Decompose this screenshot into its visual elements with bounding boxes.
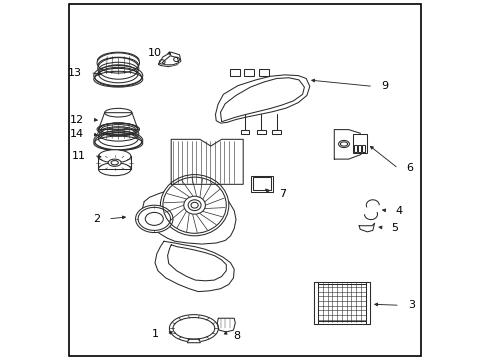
Polygon shape — [216, 75, 310, 123]
Text: 9: 9 — [381, 81, 388, 91]
Bar — [245, 69, 254, 76]
Bar — [98, 156, 131, 169]
Ellipse shape — [111, 161, 118, 165]
Ellipse shape — [95, 68, 142, 86]
Text: 11: 11 — [72, 150, 86, 161]
Ellipse shape — [339, 140, 349, 148]
Text: 4: 4 — [395, 206, 403, 216]
Ellipse shape — [170, 315, 219, 342]
Bar — [362, 145, 365, 152]
Ellipse shape — [136, 205, 173, 233]
Bar — [241, 130, 249, 134]
Bar — [259, 69, 269, 76]
Polygon shape — [187, 339, 200, 343]
Text: 8: 8 — [233, 330, 241, 341]
Polygon shape — [334, 130, 364, 159]
Text: 5: 5 — [391, 222, 398, 233]
Polygon shape — [217, 318, 235, 332]
Ellipse shape — [98, 150, 131, 163]
Text: 12: 12 — [70, 114, 84, 125]
Polygon shape — [159, 52, 181, 67]
Text: 2: 2 — [93, 214, 100, 224]
Bar — [253, 177, 271, 190]
Polygon shape — [98, 113, 138, 130]
Polygon shape — [168, 245, 226, 281]
Text: 10: 10 — [147, 48, 162, 58]
Bar — [314, 282, 370, 324]
Text: 1: 1 — [151, 329, 159, 339]
Bar — [230, 69, 240, 76]
Bar — [314, 282, 318, 324]
Text: 13: 13 — [68, 68, 82, 78]
Bar — [257, 130, 266, 134]
Ellipse shape — [160, 175, 229, 236]
Text: 6: 6 — [406, 163, 413, 174]
Bar — [358, 145, 361, 152]
Bar — [354, 145, 357, 152]
Ellipse shape — [108, 159, 121, 166]
Bar — [367, 282, 370, 324]
Text: 7: 7 — [279, 189, 286, 199]
Bar — [272, 130, 281, 134]
Bar — [353, 134, 367, 153]
Text: 14: 14 — [70, 129, 84, 139]
Text: 3: 3 — [408, 300, 415, 310]
Polygon shape — [359, 223, 374, 232]
Ellipse shape — [95, 132, 142, 150]
Polygon shape — [155, 241, 234, 292]
Polygon shape — [220, 78, 304, 122]
Ellipse shape — [184, 196, 205, 214]
Bar — [251, 176, 273, 192]
Polygon shape — [171, 139, 243, 184]
Polygon shape — [143, 187, 236, 244]
Ellipse shape — [188, 200, 201, 211]
Bar — [317, 284, 367, 321]
Polygon shape — [162, 56, 179, 65]
